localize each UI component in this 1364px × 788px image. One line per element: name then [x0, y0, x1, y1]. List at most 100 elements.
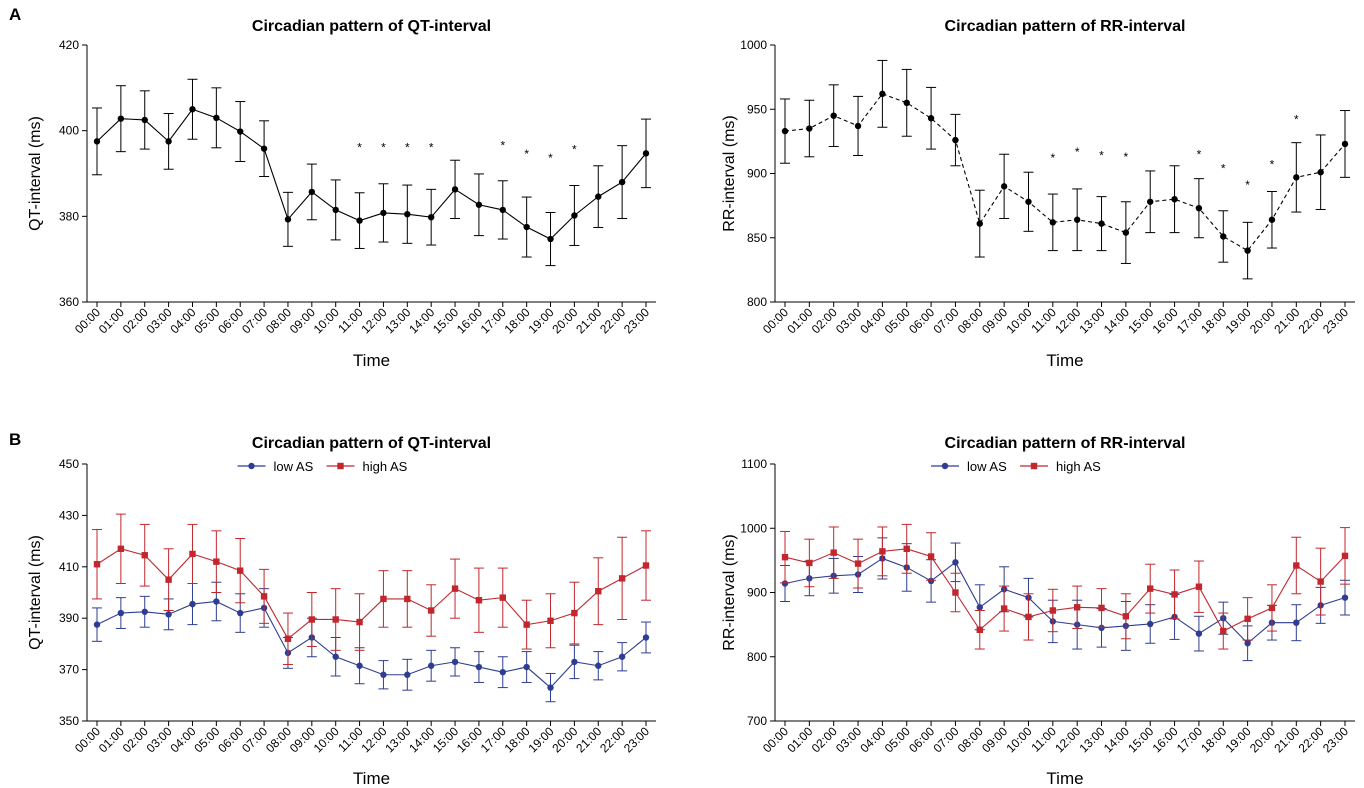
data-point	[927, 553, 935, 560]
x-tick-label: 00:00	[72, 305, 103, 336]
x-tick-label: 13:00	[382, 305, 413, 336]
data-point	[117, 609, 125, 617]
x-tick-label: 17:00	[478, 724, 509, 755]
y-tick-label: 1100	[741, 457, 767, 471]
data-point	[1220, 627, 1227, 635]
x-tick-label: 23:00	[1320, 305, 1351, 336]
x-tick-label: 15:00	[430, 305, 461, 336]
y-tick-label: 360	[59, 295, 79, 309]
data-point	[260, 593, 268, 600]
x-tick-label: 18:00	[502, 305, 533, 336]
data-point	[332, 616, 339, 623]
x-axis-label: Time	[353, 769, 390, 788]
y-tick-label: 1000	[740, 38, 767, 52]
data-point	[356, 618, 363, 626]
x-tick-label: 10:00	[311, 724, 342, 755]
data-point	[499, 594, 506, 601]
x-tick-label: 21:00	[573, 724, 604, 755]
data-point	[165, 611, 172, 618]
x-tick-label: 03:00	[144, 724, 175, 755]
data-point	[642, 150, 650, 157]
significance-star: *	[524, 147, 529, 161]
data-point	[571, 212, 578, 219]
significance-star: *	[381, 141, 386, 155]
data-point	[806, 559, 813, 567]
x-tick-label: 21:00	[1271, 305, 1302, 336]
legend-marker	[337, 462, 344, 470]
data-point	[642, 562, 650, 569]
data-point	[903, 99, 910, 107]
x-tick-label: 12:00	[358, 724, 389, 755]
data-point	[595, 193, 602, 200]
data-point	[547, 684, 554, 691]
x-tick-label: 20:00	[549, 305, 580, 336]
data-point	[1073, 604, 1081, 611]
data-point	[189, 550, 196, 558]
data-point	[1171, 591, 1178, 598]
significance-star: *	[548, 151, 553, 165]
series-line	[96, 108, 647, 240]
significance-star: *	[572, 143, 577, 157]
x-tick-label: 19:00	[526, 724, 557, 755]
x-tick-label: 23:00	[1320, 724, 1351, 755]
x-tick-label: 14:00	[406, 305, 437, 336]
data-point	[1195, 630, 1203, 637]
x-tick-label: 05:00	[191, 305, 222, 336]
data-point	[781, 580, 789, 587]
x-tick-label: 14:00	[1101, 305, 1132, 336]
chart-title: Circadian pattern of QT-interval	[252, 18, 491, 35]
data-point	[1293, 619, 1300, 626]
data-point	[976, 604, 983, 611]
legend-label: low AS	[967, 459, 1007, 474]
x-tick-label: 19:00	[526, 305, 557, 336]
legend-label: high AS	[363, 459, 408, 474]
x-tick-label: 14:00	[1101, 724, 1132, 755]
significance-star: *	[1075, 145, 1080, 159]
series-line	[784, 557, 1346, 645]
significance-star: *	[1294, 113, 1299, 127]
y-axis-label: QT-interval (ms)	[27, 116, 44, 231]
data-point	[141, 116, 148, 124]
data-point	[547, 617, 554, 624]
x-tick-label: 07:00	[930, 305, 961, 336]
x-tick-label: 16:00	[1150, 724, 1181, 755]
series-line	[784, 93, 1346, 252]
x-tick-label: 20:00	[1247, 305, 1278, 336]
data-point	[213, 558, 220, 565]
data-point	[806, 125, 813, 132]
data-point	[781, 553, 789, 561]
data-point	[571, 658, 578, 666]
data-point	[475, 663, 483, 671]
x-tick-label: 23:00	[621, 724, 652, 755]
data-point	[475, 201, 483, 208]
panel-label-b: B	[9, 430, 22, 449]
data-point	[451, 658, 459, 666]
x-tick-label: 01:00	[96, 724, 127, 755]
data-point	[427, 662, 435, 669]
x-tick-label: 13:00	[382, 724, 413, 755]
data-point	[1073, 216, 1081, 223]
series-0	[780, 59, 1350, 280]
x-tick-label: 08:00	[263, 305, 294, 336]
data-point	[1171, 196, 1178, 203]
x-tick-label: 05:00	[882, 724, 913, 755]
data-point	[189, 106, 196, 113]
y-tick-label: 800	[747, 295, 767, 309]
data-point	[356, 217, 363, 224]
data-point	[1195, 204, 1203, 212]
data-point	[1317, 578, 1324, 585]
series-low-as	[92, 581, 651, 703]
significance-star: *	[1270, 158, 1275, 172]
x-tick-label: 09:00	[287, 724, 318, 755]
data-point	[952, 136, 959, 144]
x-tick-label: 19:00	[1223, 305, 1254, 336]
x-tick-label: 02:00	[120, 305, 151, 336]
legend-marker	[1030, 462, 1038, 470]
x-tick-label: 13:00	[1077, 305, 1108, 336]
data-point	[879, 90, 886, 98]
series-0	[92, 78, 651, 267]
significance-star: *	[405, 141, 410, 155]
x-tick-label: 07:00	[930, 724, 961, 755]
data-point	[1244, 247, 1251, 254]
